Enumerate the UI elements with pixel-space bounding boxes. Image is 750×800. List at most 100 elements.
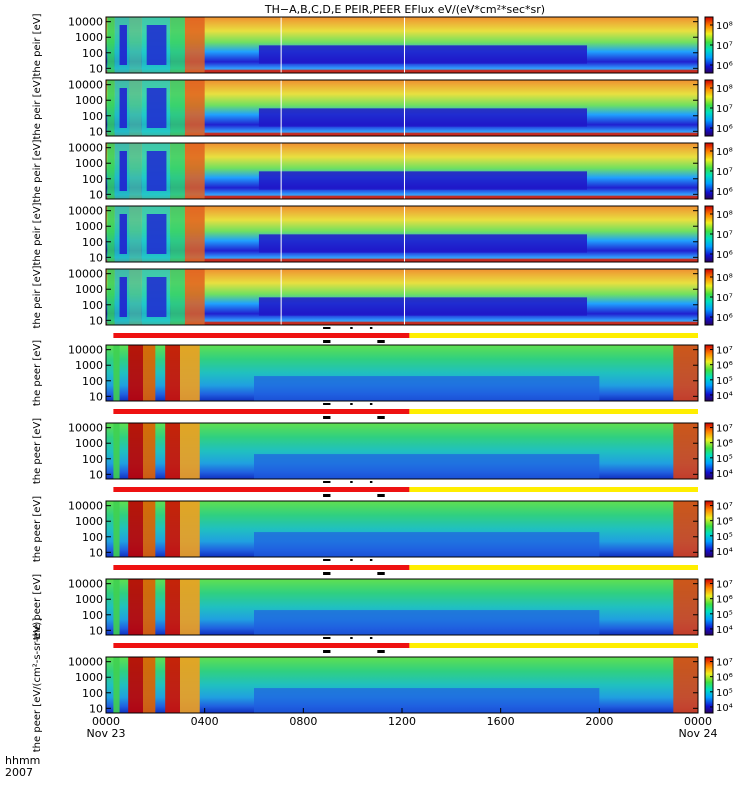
mode-marker <box>369 481 373 483</box>
y-tick-label: 100 <box>82 236 103 249</box>
colorbar-tick-label: 10⁸ <box>716 84 733 95</box>
colorbar-tick-label: 10⁶ <box>716 313 733 324</box>
spectrogram-band <box>165 579 180 635</box>
low-flux-band <box>258 297 587 316</box>
spectrogram-band <box>165 345 180 401</box>
panel-frame <box>105 79 699 137</box>
spectrogram-band <box>146 25 167 65</box>
y-tick-label: 10 <box>89 125 103 138</box>
x-tick-label: 0000 <box>684 715 712 728</box>
colorbar-tick-label: 10⁵ <box>716 688 733 699</box>
mode-marker <box>369 637 373 639</box>
colorbar-tick-label: 10⁶ <box>716 361 733 372</box>
low-flux-band <box>258 45 587 64</box>
spectrogram-panel-1: 10 100 1000 10000 the peir [eV] 10⁸ 10⁷ 10⁶ <box>32 13 733 76</box>
y-tick-label: 10000 <box>68 500 103 513</box>
y-tick-label: 10000 <box>68 16 103 29</box>
colorbar-tick-label: 10⁶ <box>716 61 733 72</box>
colorbar-tick-label: 10⁶ <box>716 517 733 528</box>
panel-frame <box>105 344 699 402</box>
spectrogram-band <box>128 345 143 401</box>
colorbar-tick-label: 10⁷ <box>716 502 733 513</box>
mode-bar-segment <box>113 333 410 338</box>
spectrogram-band <box>673 423 698 479</box>
spectrogram-band <box>673 579 698 635</box>
panel-frame <box>105 205 699 263</box>
mode-bar-segment <box>409 333 698 338</box>
y-tick-label: 100 <box>82 687 103 700</box>
colorbar-tick-label: 10⁷ <box>716 230 733 241</box>
spectrogram-band <box>165 657 180 713</box>
spectrogram-band <box>170 269 185 325</box>
mode-marker <box>323 481 331 483</box>
spectrogram-band <box>673 657 698 713</box>
panel-frame <box>105 500 699 558</box>
colorbar-tick-label: 10⁷ <box>716 424 733 435</box>
panel-frame <box>105 268 699 326</box>
colorbar-tick-label: 10⁸ <box>716 273 733 284</box>
y-tick-label: 100 <box>82 531 103 544</box>
y-axis-label: the peir [eV] <box>32 76 43 139</box>
colorbar-tick-label: 10⁷ <box>716 104 733 115</box>
spectrogram-panel-3: 10 100 1000 10000 the peir [eV] 10⁸ 10⁷ 10⁶ <box>32 139 733 202</box>
y-tick-label: 100 <box>82 299 103 312</box>
colorbar-tick-label: 10⁴ <box>716 703 733 714</box>
low-flux-band <box>254 454 600 479</box>
spectrogram-band <box>128 579 143 635</box>
mode-marker <box>350 559 353 561</box>
y-axis-label: the peir [eV] <box>32 265 43 328</box>
y-tick-label: 1000 <box>75 157 103 170</box>
y-axis-label: the peer [eV] <box>32 574 43 640</box>
mode-marker <box>369 403 373 405</box>
spectrogram-band <box>673 501 698 557</box>
spectrogram-band <box>129 206 142 262</box>
mode-bar-segment <box>113 565 410 570</box>
spectrogram-band <box>170 143 185 199</box>
spectrogram-panel-7: 10 100 1000 10000 the peer [eV] 10⁷ 10⁶ 10⁵ 10⁴ <box>32 418 733 484</box>
y-tick-label: 10000 <box>68 578 103 591</box>
colorbar-tick-label: 10⁴ <box>716 625 733 636</box>
mode-bar-segment <box>409 643 698 648</box>
y-tick-label: 10 <box>89 624 103 637</box>
low-flux-band <box>254 688 600 713</box>
spectrogram-panel-2: 10 100 1000 10000 the peir [eV] 10⁸ 10⁷ 10⁶ <box>32 76 733 139</box>
colorbar-tick-label: 10⁷ <box>716 167 733 178</box>
mode-marker <box>377 416 385 419</box>
y-axis-label: the peer [eV] <box>32 496 43 562</box>
y-tick-label: 100 <box>82 453 103 466</box>
mode-marker <box>323 559 331 561</box>
y-tick-label: 10 <box>89 314 103 327</box>
spectrogram-band <box>129 269 142 325</box>
spectrogram-band <box>180 423 200 479</box>
spectrogram-band <box>119 88 127 128</box>
y-tick-label: 1000 <box>75 359 103 372</box>
y-axis-label: the peir [eV] <box>32 202 43 265</box>
spectrogram-band <box>184 269 205 325</box>
spectrogram-band <box>107 269 115 325</box>
spectrogram-band <box>180 501 200 557</box>
colorbar-tick-label: 10⁶ <box>716 187 733 198</box>
mode-marker <box>369 327 373 329</box>
colorbar-tick-label: 10⁴ <box>716 391 733 402</box>
colorbar <box>704 500 714 558</box>
x-tick-label: 0800 <box>289 715 317 728</box>
mode-bar-segment <box>113 487 410 492</box>
spectrogram-panel-5: 10 100 1000 10000 the peir [eV] 10⁸ 10⁷ 10⁶ <box>32 265 733 328</box>
spectrogram-band <box>143 657 156 713</box>
spectrogram-band <box>128 657 143 713</box>
y-tick-label: 1000 <box>75 593 103 606</box>
spectrogram-band <box>165 423 180 479</box>
low-flux-band <box>258 108 587 127</box>
spectrogram-band <box>128 423 143 479</box>
y-tick-label: 100 <box>82 47 103 60</box>
spectrogram-band <box>143 423 156 479</box>
mode-marker <box>350 481 353 483</box>
colorbar-tick-label: 10⁶ <box>716 124 733 135</box>
colorbar-tick-label: 10⁸ <box>716 147 733 158</box>
mode-marker <box>377 494 385 497</box>
spectrogram-band <box>128 501 143 557</box>
spectrogram-band <box>146 151 167 191</box>
y-axis-label: the peer [eV] <box>32 340 43 406</box>
y-tick-label: 10000 <box>68 656 103 669</box>
mode-marker <box>323 637 331 639</box>
